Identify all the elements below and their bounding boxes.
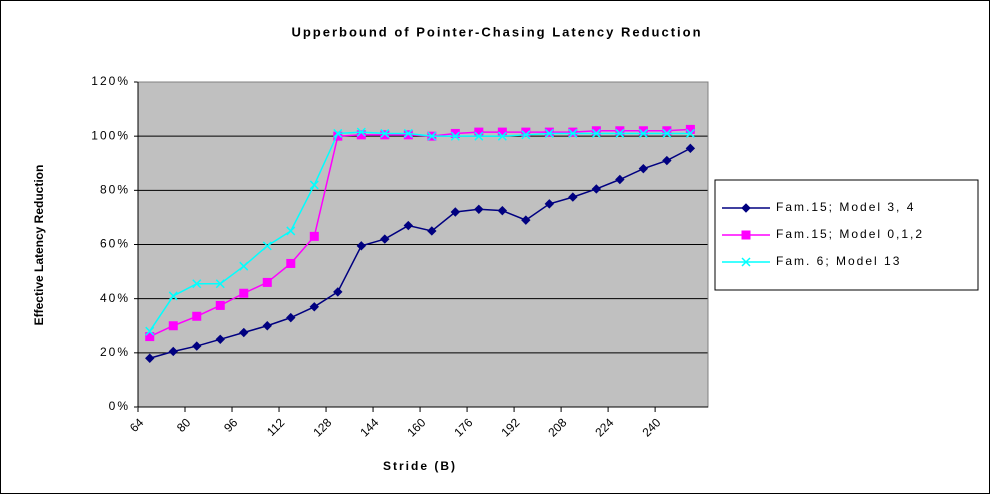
marker xyxy=(239,288,249,298)
marker xyxy=(427,131,437,141)
marker xyxy=(356,127,366,137)
marker xyxy=(685,124,695,134)
legend-label: Fam.15; Model 0,1,2 xyxy=(776,227,924,241)
marker xyxy=(333,131,343,141)
marker xyxy=(474,127,484,137)
marker xyxy=(192,279,202,289)
legend-label: Fam.15; Model 3, 4 xyxy=(776,200,915,214)
marker xyxy=(497,127,507,137)
x-axis-label: Stride (B) xyxy=(383,459,457,473)
marker xyxy=(474,204,484,214)
marker xyxy=(638,163,649,174)
marker xyxy=(638,126,648,136)
legend-label: Fam. 6; Model 13 xyxy=(776,254,901,268)
marker xyxy=(615,126,625,136)
marker xyxy=(380,234,390,244)
marker xyxy=(309,302,319,312)
marker xyxy=(497,131,507,141)
marker xyxy=(309,231,319,241)
marker xyxy=(450,128,460,138)
marker xyxy=(215,279,225,289)
marker xyxy=(168,321,178,331)
marker xyxy=(662,128,672,138)
marker xyxy=(333,128,343,138)
marker xyxy=(145,332,155,342)
marker xyxy=(662,126,672,136)
marker xyxy=(403,130,413,140)
marker xyxy=(145,326,155,336)
marker xyxy=(215,300,225,310)
marker xyxy=(474,131,484,141)
marker xyxy=(544,128,554,138)
marker xyxy=(286,258,296,268)
marker xyxy=(568,128,578,138)
marker xyxy=(309,180,319,190)
marker xyxy=(168,346,178,357)
marker xyxy=(450,207,461,217)
marker xyxy=(215,334,225,344)
marker xyxy=(591,184,602,194)
y-tick-label: 0% xyxy=(109,399,130,413)
marker xyxy=(192,341,202,351)
marker xyxy=(741,203,751,213)
marker xyxy=(356,241,367,251)
marker xyxy=(356,130,366,140)
marker xyxy=(168,291,178,301)
marker xyxy=(333,287,343,297)
marker xyxy=(741,257,751,267)
marker xyxy=(544,199,555,209)
marker xyxy=(262,321,272,331)
marker xyxy=(521,215,531,225)
marker xyxy=(262,241,272,251)
marker xyxy=(521,130,531,140)
y-axis-label: Effective Latency Reduction xyxy=(32,165,46,326)
marker xyxy=(638,128,648,138)
series-line xyxy=(149,147,691,359)
marker xyxy=(568,192,578,202)
marker xyxy=(403,220,414,231)
marker xyxy=(286,226,296,236)
marker xyxy=(685,128,695,138)
y-tick-label: 100% xyxy=(91,128,130,142)
y-tick-label: 20% xyxy=(100,345,130,359)
marker xyxy=(685,143,696,154)
marker xyxy=(427,226,437,236)
marker xyxy=(591,126,601,136)
marker xyxy=(568,127,578,137)
marker xyxy=(741,230,751,240)
marker xyxy=(380,128,390,138)
marker xyxy=(544,127,554,137)
marker xyxy=(403,128,413,138)
marker xyxy=(497,205,508,216)
marker xyxy=(239,261,249,271)
marker xyxy=(591,128,601,138)
marker xyxy=(286,312,296,323)
marker xyxy=(615,174,625,185)
marker xyxy=(192,311,202,321)
marker xyxy=(380,130,390,140)
y-tick-label: 80% xyxy=(100,183,130,197)
marker xyxy=(145,353,155,363)
marker xyxy=(615,128,625,138)
y-tick-label: 60% xyxy=(100,237,130,251)
y-tick-label: 120% xyxy=(91,74,130,88)
marker xyxy=(239,327,249,338)
marker xyxy=(262,277,272,287)
marker xyxy=(450,131,460,141)
marker xyxy=(662,155,672,166)
y-tick-label: 40% xyxy=(100,291,130,305)
marker xyxy=(521,127,531,137)
chart-title: Upperbound of Pointer-Chasing Latency Re… xyxy=(291,24,702,39)
